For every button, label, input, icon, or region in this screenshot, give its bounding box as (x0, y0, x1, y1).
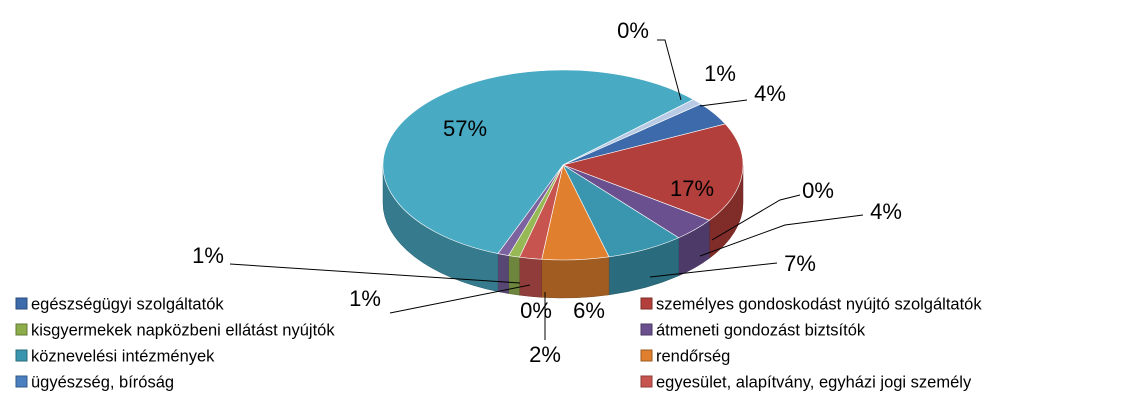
legend-item: ügyészség, bíróság (15, 373, 174, 391)
data-label: 1% (704, 61, 736, 86)
data-label: 1% (192, 243, 224, 268)
legend-label: egyesület, alapítvány, egyházi jogi szem… (656, 373, 972, 391)
data-label: 2% (529, 342, 561, 367)
data-label: 4% (870, 199, 902, 224)
legend-label: egészségügyi szolgáltatók (31, 295, 224, 313)
data-label: 57% (443, 116, 487, 141)
leader-line (649, 262, 778, 278)
legend-label: ügyészség, bíróság (31, 373, 174, 391)
legend-label: rendőrség (656, 347, 730, 365)
legend-item: kisgyermekek napközbeni ellátást nyújtók (15, 321, 335, 339)
leader-line (711, 194, 801, 241)
data-label: 17% (670, 176, 714, 201)
legend-item: átmeneti gondozást biztsítók (640, 321, 866, 339)
leader-line (229, 263, 521, 284)
data-label: 0% (802, 178, 834, 203)
leader-line (657, 39, 682, 101)
legend-swatch (640, 323, 653, 336)
legend-swatch (15, 349, 28, 362)
slice (562, 99, 702, 166)
slice (382, 69, 694, 254)
slice-side (497, 253, 509, 294)
legend-label: átmeneti gondozást biztsítók (656, 321, 866, 339)
legend-swatch (15, 375, 28, 388)
legend-item: köznevelési intézmények (15, 347, 215, 365)
leader-line (389, 284, 531, 314)
legend-item: egyesület, alapítvány, egyházi jogi szem… (640, 373, 972, 391)
leader-line (699, 99, 748, 107)
data-label: 0% (617, 18, 649, 43)
legend-label: kisgyermekek napközbeni ellátást nyújtók (31, 321, 335, 339)
legend-item: egészségügyi szolgáltatók (15, 295, 224, 313)
data-label: 4% (754, 81, 786, 106)
slice (562, 123, 744, 221)
legend-swatch (640, 297, 653, 310)
legend-label: személyes gondoskodást nyújtó szolgáltat… (656, 295, 982, 313)
legend-swatch (640, 349, 653, 362)
legend-label: köznevelési intézmények (31, 347, 215, 365)
legend-swatch (640, 375, 653, 388)
data-label: 1% (349, 286, 381, 311)
slice-side (541, 256, 610, 299)
slice-side (519, 256, 542, 298)
leader-line (699, 214, 864, 257)
data-label: 7% (784, 251, 816, 276)
legend-item: személyes gondoskodást nyújtó szolgáltat… (640, 295, 982, 313)
legend-swatch (15, 297, 28, 310)
data-label: 6% (573, 298, 605, 323)
data-label: 0% (520, 298, 552, 323)
legend-item: rendőrség (640, 347, 730, 365)
legend-swatch (15, 323, 28, 336)
